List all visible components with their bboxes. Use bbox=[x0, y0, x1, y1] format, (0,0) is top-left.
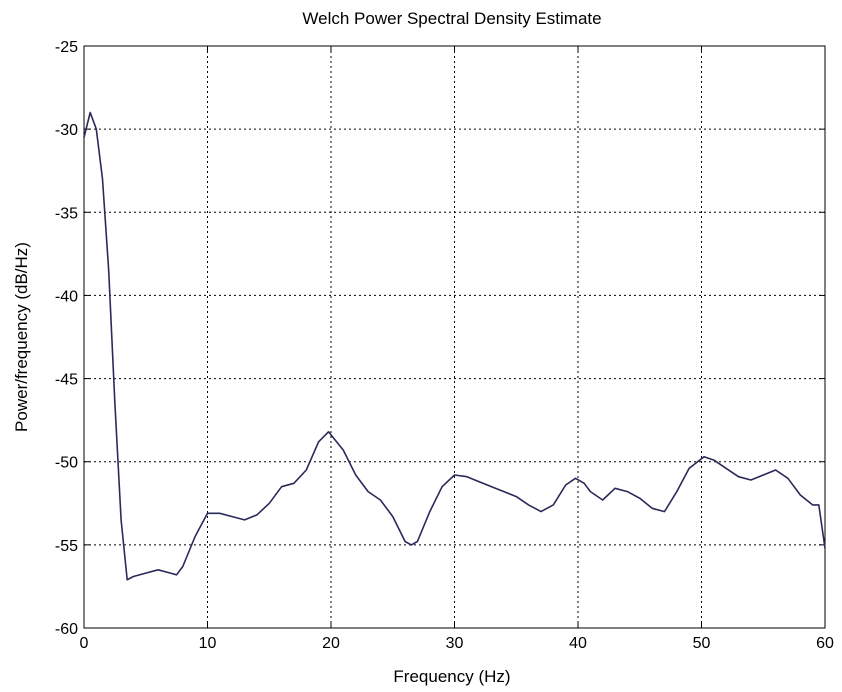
y-tick-label: -60 bbox=[55, 621, 78, 638]
axis-ticks: 0 10 20 30 40 50 60 -60 -55 -50 -45 -40 -35 -30 -25 bbox=[55, 39, 834, 652]
y-tick-label: -25 bbox=[55, 39, 78, 56]
x-tick-label: 30 bbox=[446, 635, 464, 652]
x-tick-label: 20 bbox=[322, 635, 340, 652]
x-axis-label: Frequency (Hz) bbox=[393, 667, 510, 686]
y-tick-label: -50 bbox=[55, 455, 78, 472]
x-tick-label: 10 bbox=[199, 635, 217, 652]
y-tick-label: -30 bbox=[55, 122, 78, 139]
y-tick-label: -35 bbox=[55, 205, 78, 222]
x-tick-label: 40 bbox=[569, 635, 587, 652]
y-tick-label: -40 bbox=[55, 288, 78, 305]
grid-lines bbox=[84, 46, 825, 628]
psd-series-line bbox=[83, 111, 826, 581]
x-tick-label: 60 bbox=[816, 635, 834, 652]
chart-title: Welch Power Spectral Density Estimate bbox=[302, 9, 601, 28]
x-tick-label: 50 bbox=[693, 635, 711, 652]
x-tick-label: 0 bbox=[80, 635, 89, 652]
y-tick-label: -45 bbox=[55, 372, 78, 389]
y-tick-label: -55 bbox=[55, 538, 78, 555]
data-series-layer bbox=[83, 111, 826, 581]
y-axis-label: Power/frequency (dB/Hz) bbox=[12, 242, 31, 432]
